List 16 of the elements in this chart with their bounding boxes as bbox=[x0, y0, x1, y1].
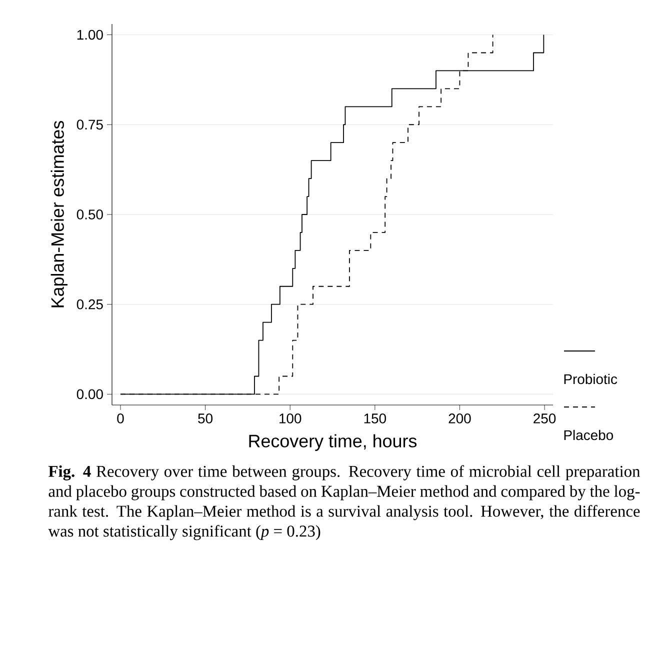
y-tick-label: 1.00 bbox=[77, 30, 103, 40]
text: Fig. 4 Recovery over time between groups. Recovery time of microbial cell preparation and placebo groups constructed based on Kaplan–Meier method and compared by the log-rank test. The Kaplan–Meier method is a survival analysis tool. However, the difference was not statistically significant (p = 0.23) bbox=[48, 465, 640, 540]
x-tick-label: 150 bbox=[364, 414, 386, 424]
y-tick-label: 0.25 bbox=[76, 299, 103, 310]
x-tick-label: 50 bbox=[198, 414, 213, 424]
x-tick-label: 200 bbox=[448, 414, 471, 424]
y-tick-label: 0.75 bbox=[76, 120, 103, 130]
x-tick-label: 0 bbox=[117, 414, 124, 424]
y-tick-label: 0.00 bbox=[76, 389, 103, 400]
y-tick-label: 0.50 bbox=[76, 210, 103, 220]
text: Placebo bbox=[564, 430, 614, 440]
x-tick-label: 100 bbox=[280, 414, 302, 424]
x-tick-label: 250 bbox=[534, 414, 556, 424]
x-axis-title: Recovery time, hours bbox=[249, 434, 417, 451]
text: Probiotic bbox=[564, 374, 618, 384]
y-axis-title: Kaplan-Meier estimates bbox=[50, 120, 68, 308]
